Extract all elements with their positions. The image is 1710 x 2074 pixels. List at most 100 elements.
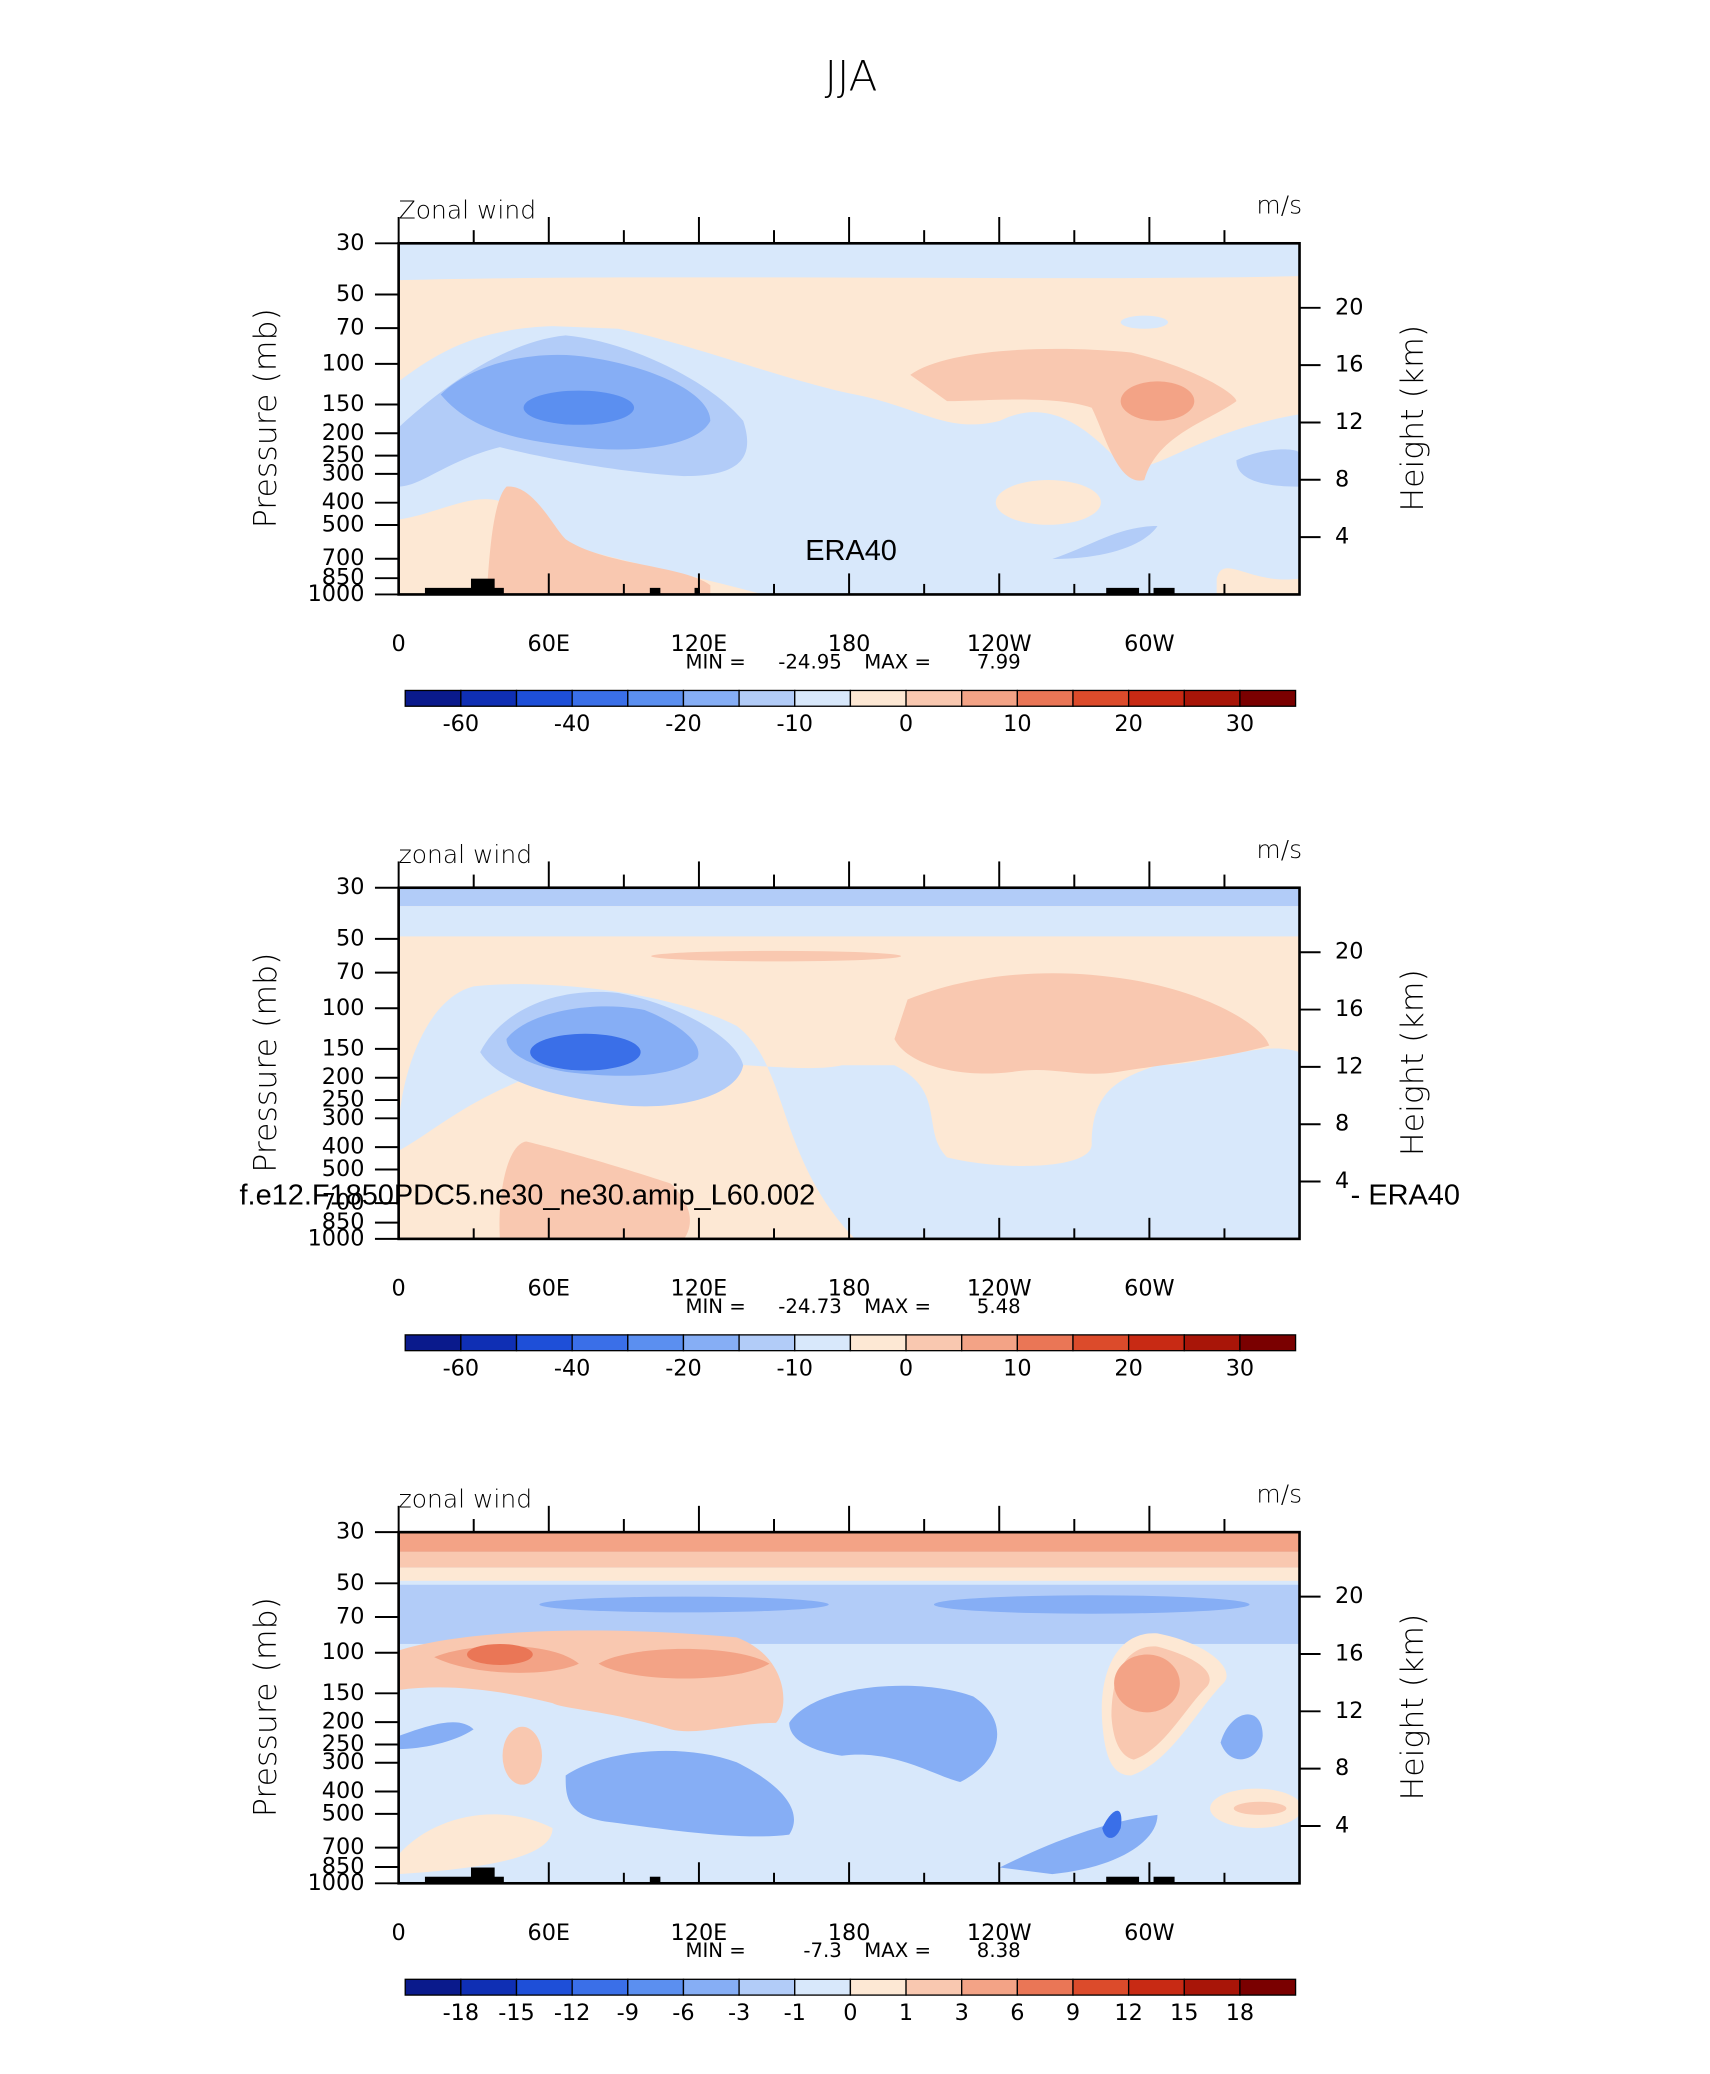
contour-fill — [398, 887, 1300, 1239]
y-tick-label: 1000 — [308, 1870, 365, 1896]
y-tick-label: 400 — [322, 489, 365, 515]
colorbar-label: 10 — [1003, 711, 1031, 737]
y2-tick-label: 12 — [1335, 1698, 1363, 1724]
colorbar-box — [571, 689, 629, 707]
colorbar-box — [1072, 1334, 1130, 1352]
min-label: MIN = — [685, 1939, 745, 1962]
y-tick-label: 150 — [322, 391, 365, 417]
y-tick-label: 70 — [336, 959, 364, 985]
y-tick-label: 250 — [322, 1087, 365, 1113]
colorbar-box — [515, 1334, 573, 1352]
units-label: m/s — [1256, 190, 1302, 219]
colorbar-box — [961, 689, 1018, 707]
y2-axis-label: Height (km) — [1395, 325, 1431, 512]
x-tick-label: 0 — [392, 1920, 406, 1946]
variable-label: Zonal wind — [399, 196, 536, 225]
panel-title-right: - ERA40 — [1351, 1179, 1460, 1211]
colorbar-label: -12 — [554, 2000, 591, 2026]
y2-tick-label: 8 — [1335, 466, 1349, 492]
colorbar-label: -40 — [554, 1356, 591, 1382]
max-label: MAX = — [864, 650, 931, 673]
y2-tick-label: 4 — [1335, 1812, 1349, 1838]
y-axis-label: Pressure (mb) — [248, 1597, 284, 1817]
colorbar-label: 0 — [843, 2000, 857, 2026]
colorbar-label: -10 — [776, 1356, 812, 1382]
colorbar-box — [1072, 689, 1130, 707]
colorbar-box — [905, 1978, 963, 1996]
colorbar-box — [1239, 689, 1297, 707]
max-value: 5.48 — [977, 1295, 1021, 1318]
x-tick-label: 60E — [528, 1920, 571, 1946]
y2-tick-label: 20 — [1335, 294, 1363, 320]
y-tick-label: 700 — [322, 545, 365, 571]
x-tick-label: 180 — [828, 1275, 871, 1301]
y2-tick-label: 4 — [1335, 524, 1349, 550]
colorbar-box — [1016, 1978, 1074, 1996]
colorbar-label: -3 — [728, 2000, 750, 2026]
y-tick-label: 300 — [322, 1749, 365, 1775]
colorbar-box — [1183, 689, 1241, 707]
colorbar-box — [849, 689, 907, 707]
colorbar-box — [1239, 1978, 1297, 1996]
colorbar-box — [794, 1978, 852, 1996]
colorbar-label: 15 — [1170, 2000, 1198, 2026]
x-tick-label: 120W — [967, 1275, 1032, 1301]
x-tick-label: 60W — [1124, 1275, 1175, 1301]
colorbar-box — [404, 1334, 462, 1352]
y-tick-label: 850 — [322, 1209, 365, 1235]
colorbar-box — [627, 689, 685, 707]
colorbar-box — [627, 1978, 685, 1996]
max-value: 7.99 — [977, 650, 1021, 673]
colorbar-box — [794, 689, 852, 707]
colorbar-label: 18 — [1226, 2000, 1254, 2026]
colorbar-label: -60 — [443, 711, 480, 737]
variable-label: zonal wind — [399, 1485, 532, 1514]
colorbar-label: 1 — [899, 2000, 913, 2026]
min-value: -24.73 — [778, 1295, 842, 1318]
colorbar-label: -6 — [672, 2000, 694, 2026]
y-tick-label: 30 — [336, 230, 364, 256]
y-tick-label: 70 — [336, 1604, 364, 1630]
x-tick-label: 0 — [392, 631, 406, 657]
x-tick-label: 60E — [528, 631, 571, 657]
colorbar-box — [905, 689, 963, 707]
colorbar-box — [961, 1334, 1018, 1352]
colorbar-label: 3 — [955, 2000, 969, 2026]
y2-tick-label: 20 — [1335, 1583, 1363, 1609]
colorbar-label: -15 — [498, 2000, 535, 2026]
y-tick-label: 30 — [336, 1519, 364, 1545]
colorbar-box — [794, 1334, 852, 1352]
y-tick-label: 400 — [322, 1778, 365, 1804]
contour-fill — [398, 243, 1300, 595]
colorbar-label: -18 — [443, 2000, 480, 2026]
variable-label: zonal wind — [399, 840, 532, 869]
colorbar-box — [738, 1978, 796, 1996]
y-tick-label: 500 — [322, 1800, 365, 1826]
y-tick-label: 850 — [322, 565, 365, 591]
y-tick-label: 250 — [322, 442, 365, 468]
colorbar-box — [738, 1334, 796, 1352]
y2-tick-label: 16 — [1335, 352, 1363, 378]
colorbar-label: -1 — [784, 2000, 806, 2026]
y-tick-label: 200 — [322, 1064, 365, 1090]
y-tick-label: 700 — [322, 1834, 365, 1860]
colorbar-label: -9 — [617, 2000, 639, 2026]
colorbar-label: 0 — [899, 1356, 913, 1382]
colorbar-box — [515, 1978, 573, 1996]
y-tick-label: 500 — [322, 512, 365, 538]
min-label: MIN = — [685, 650, 745, 673]
colorbar-label: -60 — [443, 1356, 480, 1382]
colorbar-box — [1127, 1334, 1185, 1352]
y-tick-label: 300 — [322, 1105, 365, 1131]
colorbar-box — [905, 1334, 963, 1352]
y-tick-label: 700 — [322, 1190, 365, 1216]
colorbar-box — [849, 1978, 907, 1996]
x-tick-label: 60W — [1124, 631, 1175, 657]
y-tick-label: 50 — [336, 925, 364, 951]
colorbar-box — [460, 689, 518, 707]
y-tick-label: 50 — [336, 281, 364, 307]
panel: f.e12.F1850PDC5.ne30_ne30.amip_L60.002 - … — [240, 1179, 1460, 2026]
y-tick-label: 500 — [322, 1156, 365, 1182]
